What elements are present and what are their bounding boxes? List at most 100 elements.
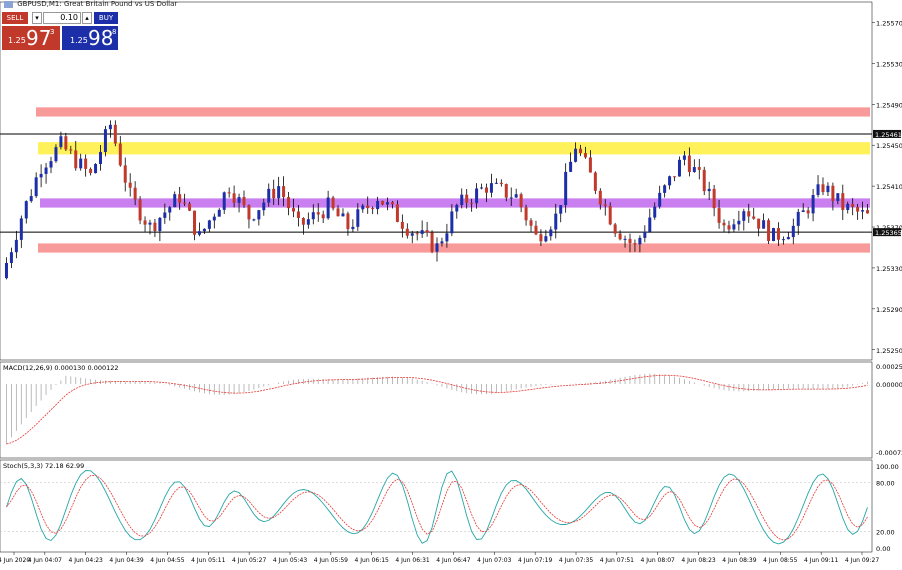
candle-body xyxy=(569,161,573,172)
time-tick-label: 4 Jun 04:23 xyxy=(69,557,103,564)
stoch-label: Stoch(5,3,3) 72.18 62.99 xyxy=(3,462,84,470)
candle-body xyxy=(39,173,43,178)
candle-body xyxy=(143,220,147,225)
candle-body xyxy=(776,228,780,240)
candle-body xyxy=(801,210,805,212)
candle-body xyxy=(633,243,637,245)
candle-body xyxy=(638,237,642,245)
buy-button[interactable]: BUY xyxy=(94,12,118,24)
candle-body xyxy=(851,203,855,207)
candle-body xyxy=(450,211,454,234)
stoch-main-line xyxy=(6,470,868,545)
candle-body xyxy=(460,194,464,205)
macd-signal-line xyxy=(6,374,868,445)
candle-body xyxy=(588,157,592,173)
candle-body xyxy=(59,136,63,148)
time-tick-label: 4 Jun 07:19 xyxy=(518,557,552,564)
candle-body xyxy=(504,184,508,198)
candle-body xyxy=(846,203,850,210)
price-tick-label: 1.25490 xyxy=(876,101,902,109)
candle-body xyxy=(64,136,68,150)
chart-symbol-icon xyxy=(4,0,13,8)
candle-body xyxy=(232,193,236,203)
buy-price-box[interactable]: 1.25 98 8 xyxy=(62,26,118,50)
lot-size-input[interactable]: 0.10 xyxy=(43,12,81,24)
candle-body xyxy=(306,219,310,225)
level-price-box xyxy=(873,129,901,138)
candle-body xyxy=(786,237,790,240)
sell-price-sup: 3 xyxy=(50,28,55,36)
macd-frame xyxy=(0,361,873,459)
candle-body xyxy=(178,194,182,203)
yellow-zone xyxy=(38,142,870,155)
candle-body xyxy=(494,182,498,184)
candle-body xyxy=(148,222,152,225)
lot-increase-button[interactable]: ▴ xyxy=(82,12,92,24)
candle-body xyxy=(346,213,350,230)
candle-body xyxy=(643,231,647,238)
candle-body xyxy=(544,236,548,242)
sell-price-box[interactable]: 1.25 97 3 xyxy=(2,26,60,50)
candle-body xyxy=(653,206,657,218)
candle-body xyxy=(816,184,820,195)
candle-body xyxy=(628,238,632,244)
candle-body xyxy=(128,182,132,188)
candle-body xyxy=(554,213,558,230)
candle-body xyxy=(400,221,404,229)
candle-body xyxy=(113,124,117,144)
lot-decrease-button[interactable]: ▾ xyxy=(32,12,42,24)
candle-body xyxy=(648,217,652,232)
candle-body xyxy=(257,210,261,220)
candle-body xyxy=(752,216,756,219)
candle-body xyxy=(168,207,172,213)
stoch-tick-label: 100.00 xyxy=(876,463,899,471)
price-tick-label: 1.25410 xyxy=(876,183,902,191)
candle-body xyxy=(529,220,533,226)
candle-body xyxy=(559,205,563,214)
candle-body xyxy=(395,204,399,222)
candle-body xyxy=(282,186,286,198)
time-tick-label: 4 Jun 06:47 xyxy=(436,557,470,564)
sell-button[interactable]: SELL xyxy=(2,12,28,24)
candle-body xyxy=(796,211,800,226)
candle-body xyxy=(44,167,48,174)
candle-body xyxy=(722,222,726,226)
time-tick-label: 4 Jun 09:27 xyxy=(845,557,879,564)
price-tick-label: 1.25330 xyxy=(876,265,902,273)
candle-body xyxy=(697,167,701,170)
candle-body xyxy=(202,228,206,232)
candle-body xyxy=(549,229,553,237)
macd-tick-label: 0.000000 xyxy=(876,381,902,389)
candle-body xyxy=(291,208,295,212)
candle-body xyxy=(89,168,93,174)
candle-body xyxy=(564,171,568,206)
candle-body xyxy=(583,153,587,158)
candle-body xyxy=(470,202,474,204)
candle-body xyxy=(727,225,731,230)
candle-body xyxy=(14,239,18,253)
candle-body xyxy=(405,228,409,236)
candle-body xyxy=(593,172,597,191)
candle-body xyxy=(326,197,330,219)
candle-body xyxy=(682,155,686,160)
candle-body xyxy=(29,196,33,202)
candle-body xyxy=(677,159,681,177)
time-tick-label: 4 Jun 08:55 xyxy=(763,557,797,564)
candle-body xyxy=(767,220,771,242)
macd-label: MACD(12,26,9) 0.000130 0.000122 xyxy=(3,364,119,372)
stoch-signal-line xyxy=(6,474,868,541)
candle-body xyxy=(94,164,98,174)
candle-body xyxy=(336,208,340,217)
candle-body xyxy=(133,187,137,200)
candle-body xyxy=(603,204,607,206)
one-click-trading-panel: SELL ▾ 0.10 ▴ BUY 1.25 97 3 1.25 98 8 xyxy=(2,12,118,50)
candle-body xyxy=(153,222,157,231)
candle-body xyxy=(841,193,845,210)
candle-body xyxy=(4,263,8,279)
level-price-box xyxy=(873,228,901,237)
candle-body xyxy=(836,193,840,201)
window-title: GBPUSD,M1: Great Britain Pound vs US Dol… xyxy=(4,0,177,8)
candle-body xyxy=(197,231,201,235)
sell-price-big: 97 xyxy=(26,26,52,50)
